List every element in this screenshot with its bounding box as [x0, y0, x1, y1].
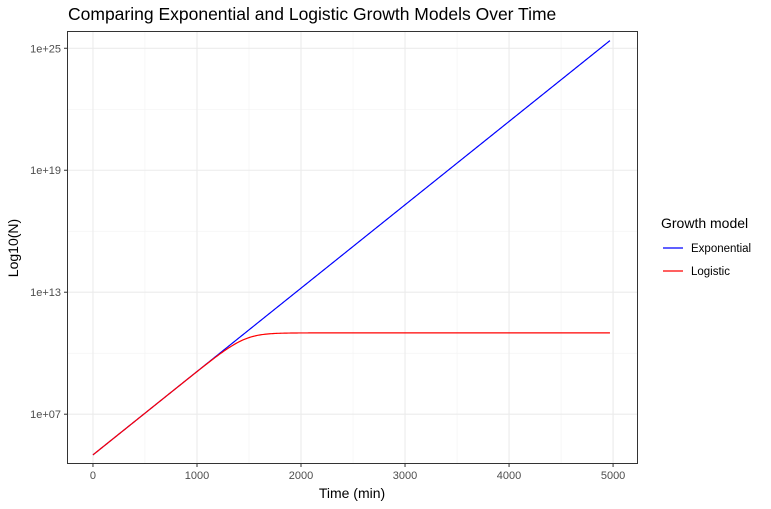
x-tick-label: 4000: [497, 470, 521, 482]
y-tick-label: 1e+19: [30, 165, 61, 177]
y-tick-label: 1e+13: [30, 287, 61, 299]
x-tick-label: 0: [90, 470, 96, 482]
x-tick-label: 2000: [289, 470, 313, 482]
x-tick-label: 5000: [601, 470, 625, 482]
axis-layer: 0 1000 2000 3000 4000 5000 1e+07 1e+13 1e+19 1e+2…: [30, 43, 625, 482]
series-layer: [92, 40, 611, 456]
y-tick-label: 1e+07: [30, 409, 61, 421]
legend-label-logistic: Logistic: [691, 266, 730, 278]
plot-panel-border: [67, 31, 638, 464]
legend-label-exponential: Exponential: [691, 243, 751, 255]
chart-title: Comparing Exponential and Logistic Growt…: [68, 4, 557, 24]
series-line-logistic: [92, 332, 610, 456]
grid-layer: [68, 32, 637, 463]
x-tick-label: 3000: [393, 470, 417, 482]
y-tick-label: 1e+25: [30, 43, 61, 55]
legend-title: Growth model: [661, 215, 748, 231]
x-tick-label: 1000: [185, 470, 209, 482]
y-axis-title: Log10(N): [5, 219, 21, 277]
legend: Growth model Exponential Logistic: [661, 215, 751, 278]
x-axis-title: Time (min): [319, 485, 385, 501]
